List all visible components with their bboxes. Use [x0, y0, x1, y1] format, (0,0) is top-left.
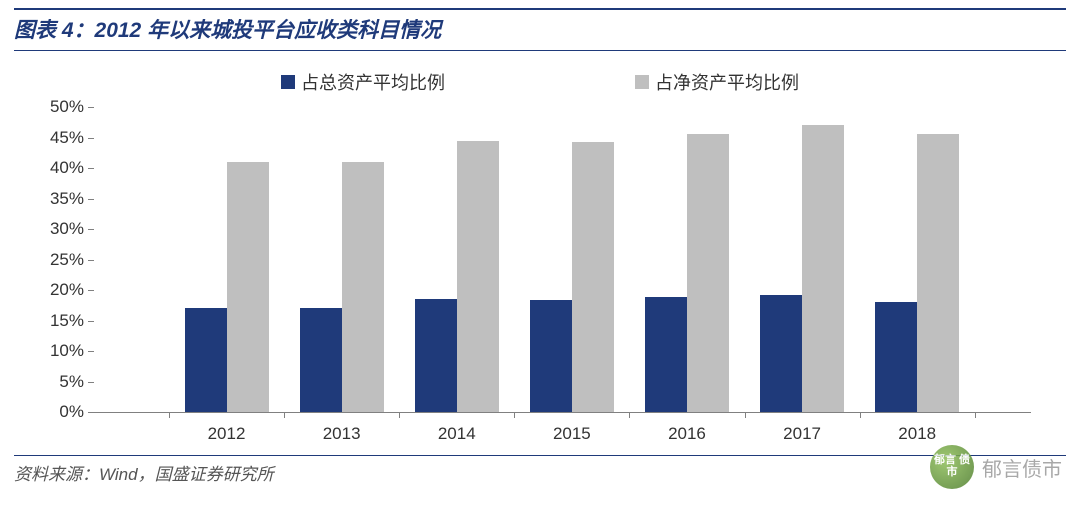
bar-series-0	[760, 295, 802, 412]
chart-title: 图表 4：2012 年以来城投平台应收类科目情况	[14, 8, 1066, 51]
legend: 占总资产平均比例 占净资产平均比例	[14, 69, 1066, 95]
x-axis-label: 2018	[898, 424, 936, 444]
legend-swatch-1	[635, 75, 649, 89]
y-axis-label: 45%	[50, 128, 84, 148]
y-axis-label: 25%	[50, 250, 84, 270]
x-tick	[745, 412, 746, 418]
watermark-text: 郁言债市	[982, 453, 1062, 482]
x-tick	[860, 412, 861, 418]
x-axis-label: 2016	[668, 424, 706, 444]
source-line: 资料来源：Wind，国盛证券研究所	[14, 455, 1066, 485]
chart-area: 0%5%10%15%20%25%30%35%40%45%50%201220132…	[24, 103, 1046, 453]
y-axis-label: 50%	[50, 97, 84, 117]
legend-swatch-0	[281, 75, 295, 89]
y-tick	[88, 138, 94, 139]
bar-series-1	[227, 162, 269, 412]
bar-series-0	[645, 297, 687, 412]
y-tick	[88, 382, 94, 383]
bar-series-1	[457, 141, 499, 412]
y-tick	[88, 107, 94, 108]
legend-label-1: 占净资产平均比例	[655, 69, 799, 95]
y-tick	[88, 412, 94, 413]
y-tick	[88, 229, 94, 230]
x-axis-label: 2014	[438, 424, 476, 444]
y-axis-label: 5%	[59, 372, 84, 392]
y-tick	[88, 168, 94, 169]
bar-series-1	[687, 134, 729, 412]
y-axis-label: 40%	[50, 158, 84, 178]
x-tick	[284, 412, 285, 418]
bar-series-0	[185, 308, 227, 412]
y-tick	[88, 351, 94, 352]
y-tick	[88, 260, 94, 261]
watermark-badge: 郁言 债市	[930, 445, 974, 489]
watermark: 郁言 债市 郁言债市	[930, 445, 1062, 489]
y-tick	[88, 321, 94, 322]
y-axis-label: 20%	[50, 280, 84, 300]
x-axis-label: 2017	[783, 424, 821, 444]
y-tick	[88, 290, 94, 291]
bar-cluster	[300, 107, 384, 412]
legend-item-1: 占净资产平均比例	[635, 69, 799, 95]
bar-cluster	[415, 107, 499, 412]
x-tick	[629, 412, 630, 418]
bar-cluster	[645, 107, 729, 412]
bar-series-0	[415, 299, 457, 412]
x-tick	[514, 412, 515, 418]
x-axis-label: 2012	[208, 424, 246, 444]
x-axis-label: 2013	[323, 424, 361, 444]
plot-area: 0%5%10%15%20%25%30%35%40%45%50%201220132…	[94, 107, 1031, 413]
bar-series-1	[802, 125, 844, 412]
bar-cluster	[760, 107, 844, 412]
bar-series-0	[530, 300, 572, 412]
y-axis-label: 35%	[50, 189, 84, 209]
x-tick	[975, 412, 976, 418]
bar-cluster	[875, 107, 959, 412]
bar-series-1	[917, 134, 959, 412]
bar-series-0	[875, 302, 917, 412]
bar-series-0	[300, 308, 342, 412]
y-axis-label: 15%	[50, 311, 84, 331]
legend-label-0: 占总资产平均比例	[301, 69, 445, 95]
figure-container: 图表 4：2012 年以来城投平台应收类科目情况 占总资产平均比例 占净资产平均…	[0, 0, 1080, 529]
y-axis-label: 30%	[50, 219, 84, 239]
bar-cluster	[185, 107, 269, 412]
y-axis-label: 10%	[50, 341, 84, 361]
bar-series-1	[342, 162, 384, 412]
bar-cluster	[530, 107, 614, 412]
legend-item-0: 占总资产平均比例	[281, 69, 445, 95]
x-axis-label: 2015	[553, 424, 591, 444]
y-axis-label: 0%	[59, 402, 84, 422]
y-tick	[88, 199, 94, 200]
bar-series-1	[572, 142, 614, 412]
x-tick	[399, 412, 400, 418]
x-tick	[169, 412, 170, 418]
